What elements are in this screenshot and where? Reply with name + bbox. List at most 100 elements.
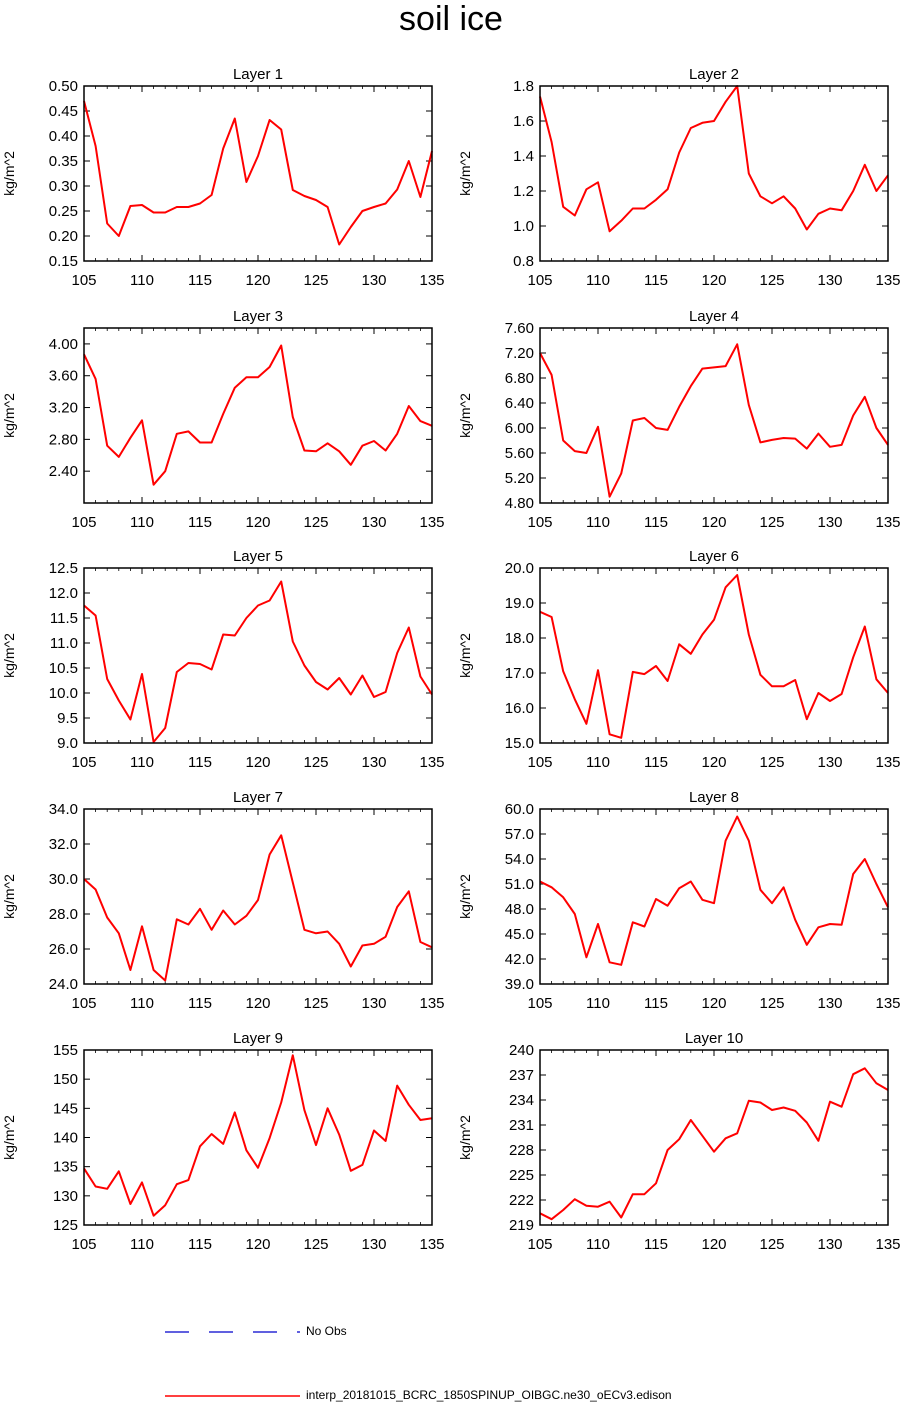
series-line xyxy=(83,1054,433,1217)
panel-title: Layer 5 xyxy=(233,548,283,565)
y-tick-label: 24.0 xyxy=(49,976,78,993)
y-tick-label: 4.80 xyxy=(505,495,534,512)
y-tick-label: 145 xyxy=(53,1100,78,1117)
y-tick-label: 9.5 xyxy=(57,710,78,727)
y-tick-label: 0.15 xyxy=(49,253,78,270)
panel-title: Layer 1 xyxy=(233,66,283,83)
y-tick-label: 0.35 xyxy=(49,153,78,170)
y-tick-label: 225 xyxy=(509,1167,534,1184)
series-line xyxy=(539,574,889,739)
x-tick-label: 115 xyxy=(644,1236,668,1253)
x-tick-label: 105 xyxy=(527,272,552,289)
x-tick-label: 120 xyxy=(701,995,726,1012)
chart-panel: Layer 8 kg/m^2 105 110 115 120 125 130 135 39.0 42… xyxy=(457,789,901,1012)
y-tick-label: 1.2 xyxy=(513,183,534,200)
y-tick-label: 57.0 xyxy=(505,826,534,843)
y-tick-label: 7.20 xyxy=(505,345,534,362)
x-tick-label: 135 xyxy=(875,754,900,771)
x-tick-label: 105 xyxy=(527,995,552,1012)
y-tick-label: 32.0 xyxy=(49,836,78,853)
y-tick-label: 1.8 xyxy=(513,78,534,95)
x-tick-label: 130 xyxy=(817,1236,842,1253)
y-tick-label: 11.5 xyxy=(50,610,78,627)
y-axis-label: kg/m^2 xyxy=(457,633,473,678)
x-tick-label: 130 xyxy=(361,754,386,771)
y-tick-label: 0.8 xyxy=(513,253,534,270)
panel-title: Layer 7 xyxy=(233,789,283,806)
y-axis-label: kg/m^2 xyxy=(457,1115,473,1160)
plot-frame xyxy=(539,808,889,985)
y-tick-label: 20.0 xyxy=(505,560,534,577)
x-tick-label: 135 xyxy=(875,995,900,1012)
y-axis-label: kg/m^2 xyxy=(1,393,17,438)
y-tick-label: 135 xyxy=(53,1159,78,1176)
chart-panel: Layer 4 kg/m^2 105 110 115 120 125 130 135 4.80 5.… xyxy=(457,308,901,531)
x-tick-label: 110 xyxy=(130,514,154,531)
chart-panel: Layer 2 kg/m^2 105 110 115 120 125 130 135 0.8 1.0… xyxy=(457,66,901,289)
x-tick-label: 130 xyxy=(361,1236,386,1253)
x-tick-label: 105 xyxy=(71,995,96,1012)
x-tick-label: 135 xyxy=(419,1236,444,1253)
y-tick-label: 140 xyxy=(53,1130,78,1147)
series-line xyxy=(83,100,433,246)
plot-frame xyxy=(83,808,433,985)
legend-obs-label: No Obs xyxy=(306,1324,347,1338)
y-tick-label: 155 xyxy=(53,1042,78,1059)
x-tick-label: 125 xyxy=(759,754,784,771)
y-tick-label: 12.5 xyxy=(49,560,78,577)
x-tick-label: 130 xyxy=(817,272,842,289)
y-tick-label: 2.40 xyxy=(49,463,78,480)
chart-panel: Layer 10 kg/m^2 105 110 115 120 125 130 135 219 22… xyxy=(457,1030,901,1253)
x-tick-label: 125 xyxy=(303,995,328,1012)
y-tick-label: 0.45 xyxy=(49,103,78,120)
x-tick-label: 110 xyxy=(586,1236,610,1253)
y-tick-label: 39.0 xyxy=(505,976,534,993)
y-tick-label: 10.0 xyxy=(49,685,78,702)
y-tick-label: 0.25 xyxy=(49,203,78,220)
y-tick-label: 17.0 xyxy=(505,665,534,682)
plot-frame xyxy=(83,567,433,744)
x-tick-label: 115 xyxy=(188,995,212,1012)
x-tick-label: 115 xyxy=(188,1236,212,1253)
x-tick-label: 120 xyxy=(701,514,726,531)
y-axis-label: kg/m^2 xyxy=(457,393,473,438)
chart-panels: Layer 1 kg/m^2 105 110 115 120 125 130 135 0.15 0.… xyxy=(1,66,901,1253)
y-axis-label: kg/m^2 xyxy=(457,151,473,196)
y-tick-label: 10.5 xyxy=(49,660,78,677)
chart-panel: Layer 5 kg/m^2 105 110 115 120 125 130 135 9.0 9.5… xyxy=(1,548,445,771)
x-tick-label: 120 xyxy=(701,272,726,289)
x-tick-label: 110 xyxy=(586,754,610,771)
x-tick-label: 130 xyxy=(817,754,842,771)
x-tick-label: 115 xyxy=(644,754,668,771)
y-tick-label: 6.40 xyxy=(505,395,534,412)
y-tick-label: 231 xyxy=(509,1117,534,1134)
x-tick-label: 135 xyxy=(419,514,444,531)
chart-panel: Layer 7 kg/m^2 105 110 115 120 125 130 135 24.0 26… xyxy=(1,789,445,1012)
x-tick-label: 110 xyxy=(130,995,154,1012)
x-tick-label: 115 xyxy=(188,514,212,531)
panel-title: Layer 9 xyxy=(233,1030,283,1047)
x-tick-label: 120 xyxy=(701,754,726,771)
series-line xyxy=(83,834,433,982)
y-tick-label: 4.00 xyxy=(49,336,78,353)
y-tick-label: 5.60 xyxy=(505,445,534,462)
y-tick-label: 222 xyxy=(509,1192,534,1209)
y-tick-label: 6.00 xyxy=(505,420,534,437)
x-tick-label: 120 xyxy=(245,272,270,289)
x-tick-label: 110 xyxy=(586,514,610,531)
series-line xyxy=(539,1067,889,1221)
x-tick-label: 105 xyxy=(527,514,552,531)
x-tick-label: 125 xyxy=(759,272,784,289)
y-tick-label: 0.40 xyxy=(49,128,78,145)
y-tick-label: 130 xyxy=(53,1188,78,1205)
y-tick-label: 150 xyxy=(53,1071,78,1088)
y-tick-label: 2.80 xyxy=(49,431,78,448)
series-line xyxy=(83,580,433,743)
y-tick-label: 240 xyxy=(509,1042,534,1059)
panel-title: Layer 8 xyxy=(689,789,739,806)
series-line xyxy=(83,344,433,486)
main-title: soil ice xyxy=(399,0,503,38)
x-tick-label: 125 xyxy=(759,995,784,1012)
y-tick-label: 1.6 xyxy=(513,113,534,130)
